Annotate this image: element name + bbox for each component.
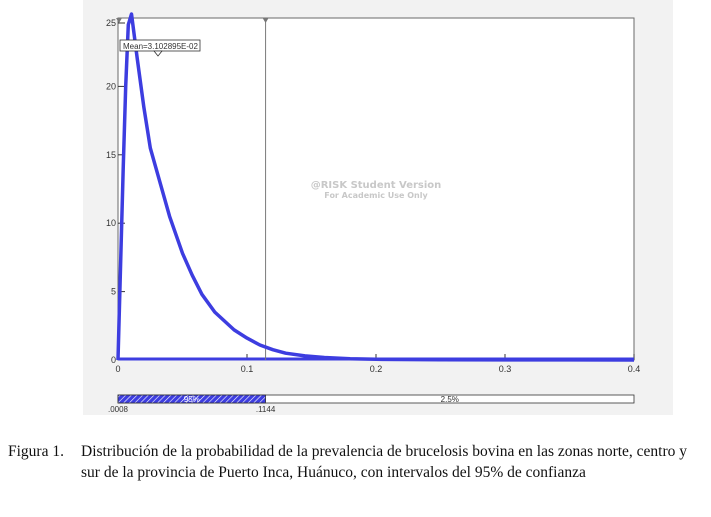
line-layer <box>116 12 635 362</box>
x-tick-label-2: 0.2 <box>370 364 383 374</box>
y-tick-label-4: 20 <box>106 81 116 91</box>
interval-lower-label: .0008 <box>108 405 129 414</box>
interval-bar: 95% 2.5% .0008 .1144 <box>108 394 635 414</box>
figure: 0 5 10 15 20 25 0 0.1 0.2 0.3 0.4 @RISK Student Ve… <box>8 0 687 481</box>
y-tick-label-2: 10 <box>106 218 116 228</box>
y-tick-label-0: 0 <box>111 355 116 365</box>
interval-upper-pct-label: 2.5% <box>441 395 459 404</box>
x-tick-label-3: 0.3 <box>499 364 512 374</box>
interval-upper-label: .1144 <box>256 405 276 414</box>
interval-bar-95-segment <box>117 394 266 404</box>
watermark-line-2: For Academic Use Only <box>324 191 428 200</box>
caption-text: Distribución de la probabilidad de la pr… <box>81 443 688 481</box>
distribution-chart: 0 5 10 15 20 25 0 0.1 0.2 0.3 0.4 @RISK Student Ve… <box>83 0 673 415</box>
mean-annotation-label: Mean=3.102895E-02 <box>123 42 199 51</box>
interval-inner-pct-label: 95% <box>184 395 200 404</box>
overlay-layer: @RISK Student Version For Academic Use O… <box>119 39 442 200</box>
caption-label: Figura 1. <box>8 443 64 460</box>
x-tick-label-1: 0.1 <box>241 364 254 374</box>
y-tick-label-5: 25 <box>106 18 116 28</box>
x-tick-label-0: 0 <box>115 364 120 374</box>
density-series-line <box>116 12 635 362</box>
y-tick-label-1: 5 <box>111 287 116 297</box>
y-tick-label-3: 15 <box>106 150 116 160</box>
watermark-line-1: @RISK Student Version <box>311 180 442 191</box>
x-tick-label-4: 0.4 <box>628 364 641 374</box>
plot-area <box>117 17 635 361</box>
lower-bound-marker-icon <box>116 18 123 23</box>
upper-bound-marker-icon <box>262 18 269 23</box>
mean-pointer-icon <box>153 50 163 57</box>
